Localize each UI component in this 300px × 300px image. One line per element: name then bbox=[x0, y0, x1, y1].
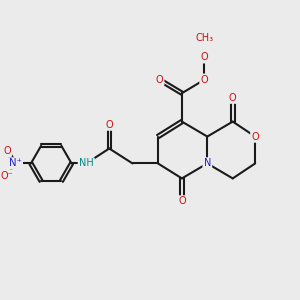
Text: O: O bbox=[3, 146, 11, 156]
Text: O⁻: O⁻ bbox=[1, 171, 13, 181]
Text: N: N bbox=[204, 158, 211, 169]
Text: NH: NH bbox=[79, 158, 94, 169]
Text: O: O bbox=[251, 131, 259, 142]
Text: CH₃: CH₃ bbox=[195, 33, 213, 43]
Text: O: O bbox=[105, 120, 113, 130]
Text: O: O bbox=[200, 75, 208, 85]
Text: N⁺: N⁺ bbox=[9, 158, 22, 169]
Text: O: O bbox=[156, 75, 163, 85]
Text: O: O bbox=[178, 196, 186, 206]
Text: O: O bbox=[229, 93, 236, 103]
Text: O: O bbox=[200, 52, 208, 62]
